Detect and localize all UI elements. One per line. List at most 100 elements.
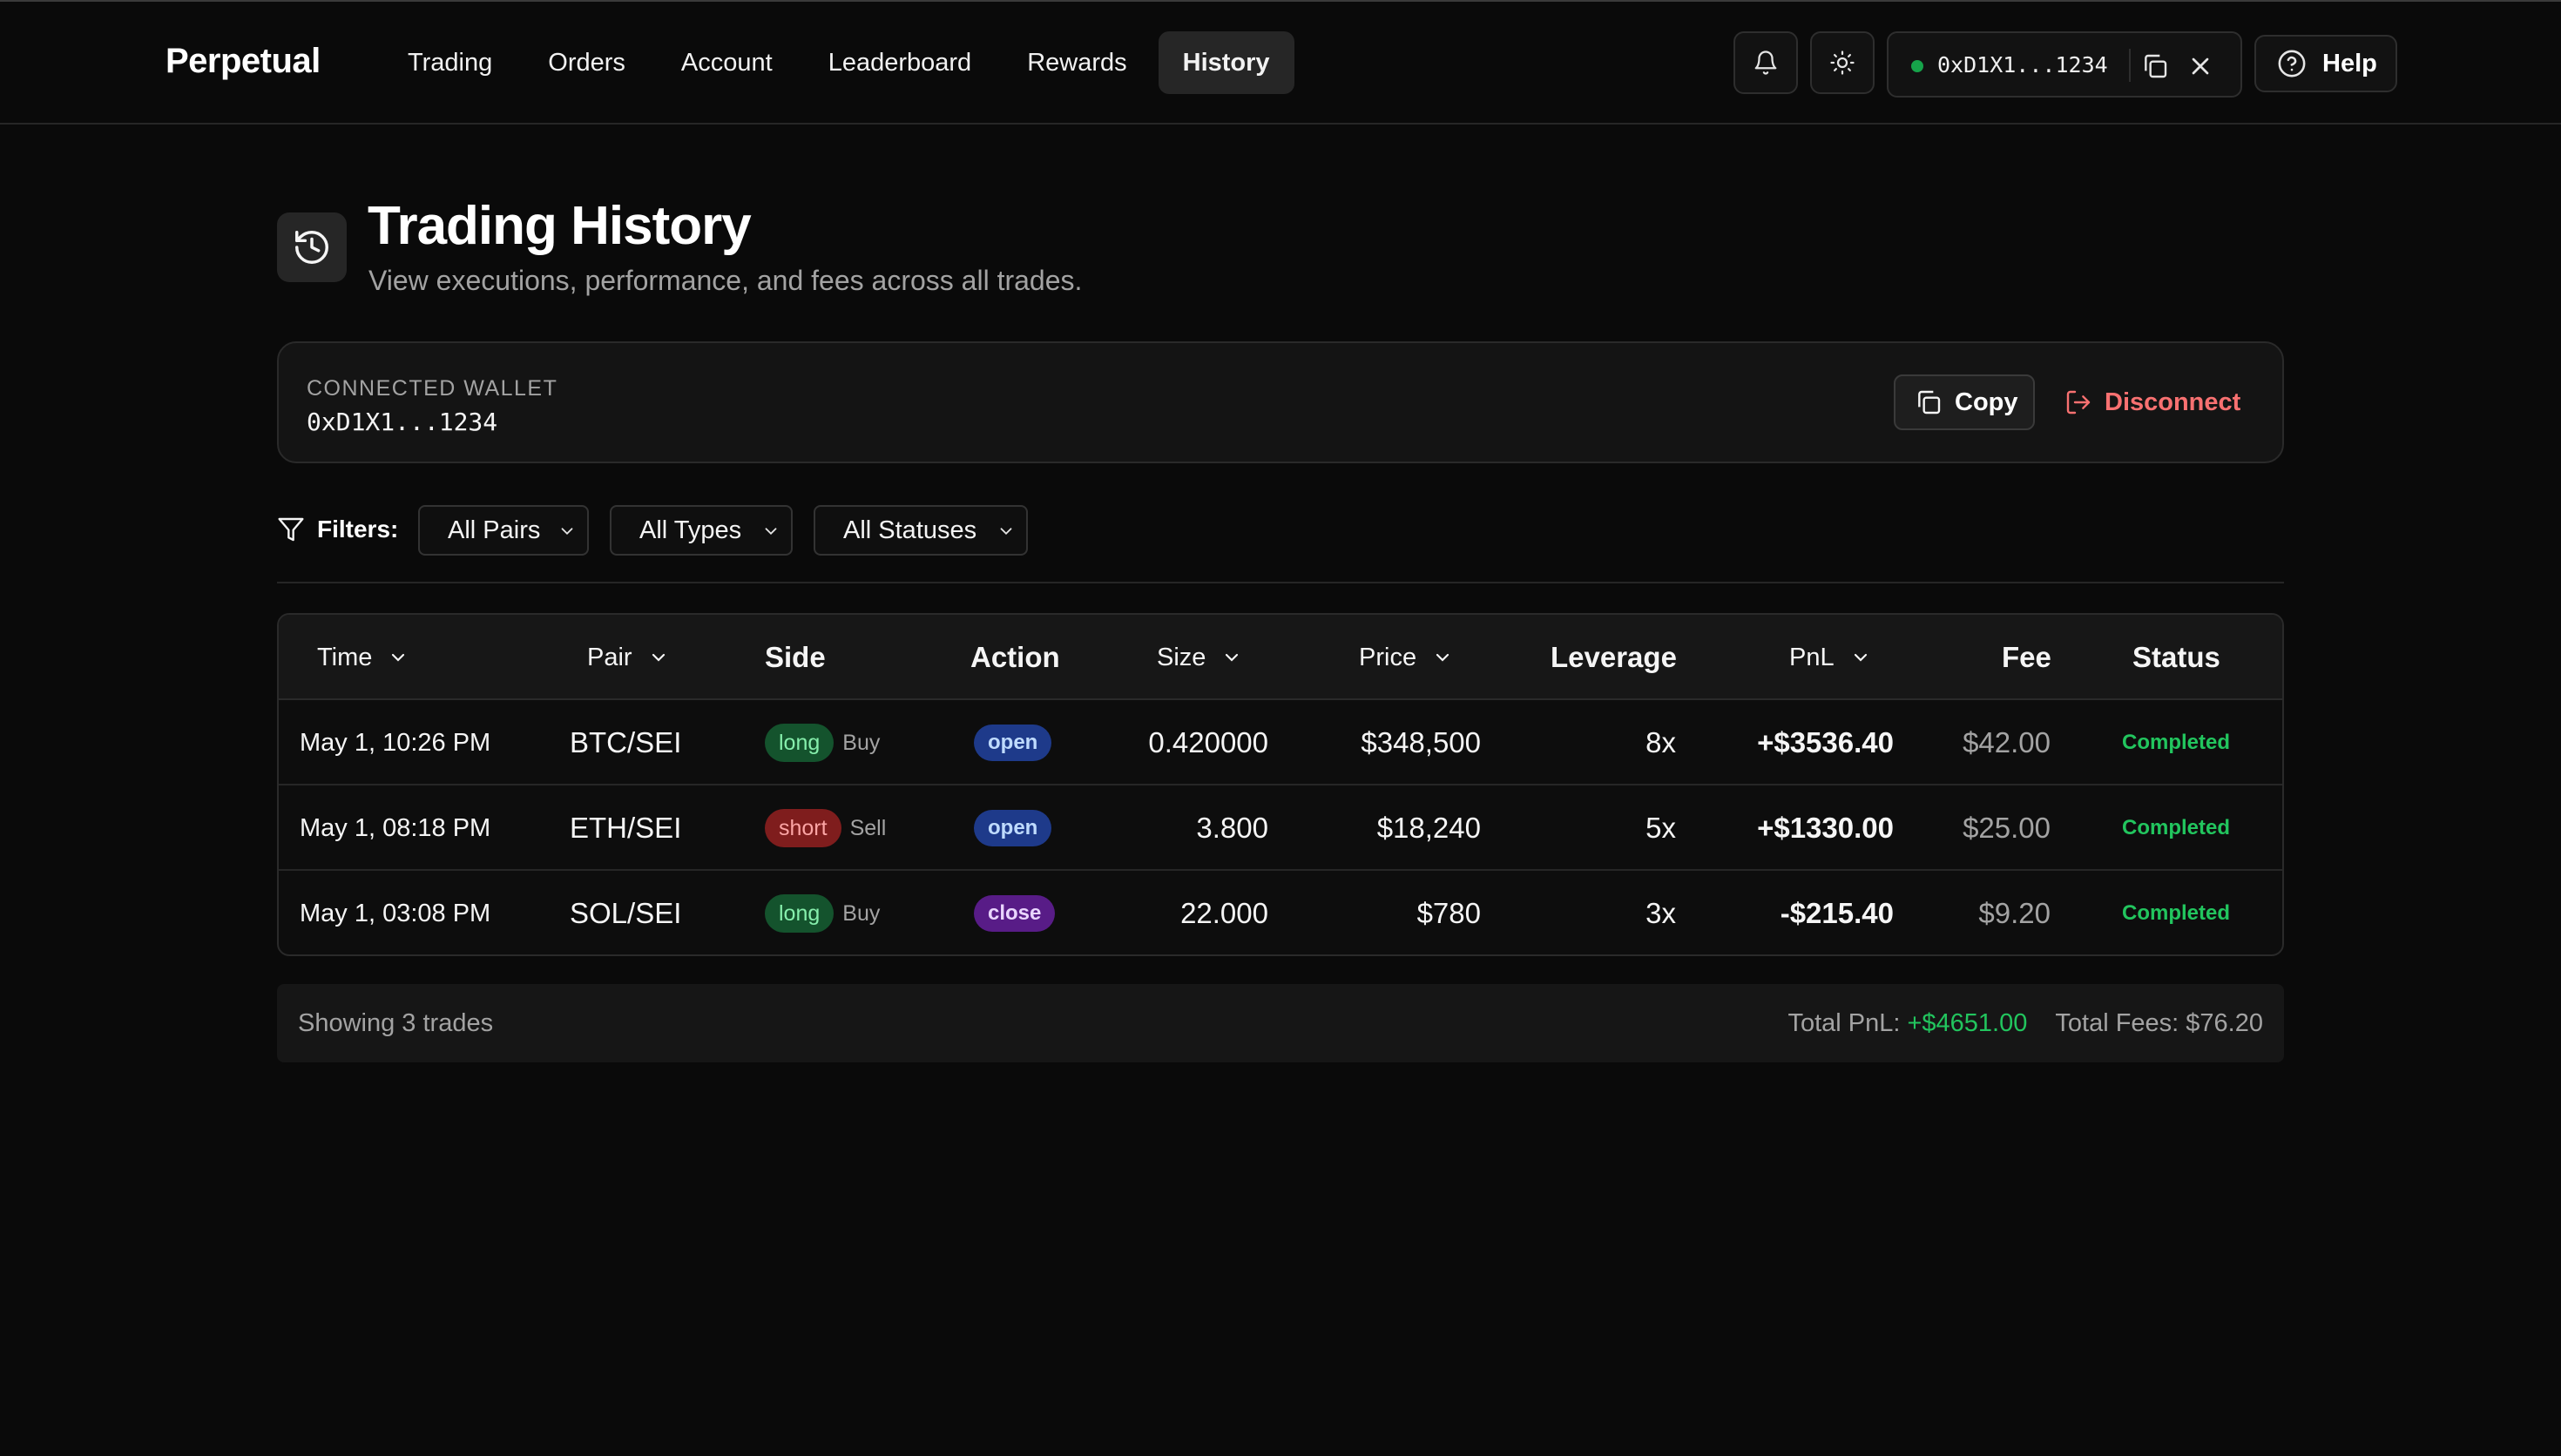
theme-toggle-button[interactable]	[1810, 31, 1875, 94]
sort-chevron-icon	[1226, 653, 1239, 662]
table-row[interactable]: May 1, 03:08 PM SOL/SEI long Buy close 2…	[279, 871, 2282, 954]
help-circle-icon	[2278, 50, 2306, 78]
cell-side: long Buy	[765, 700, 880, 785]
types-filter-value: All Types	[639, 516, 742, 544]
table-header: Time Pair Side Action Size Price Leverag…	[279, 615, 2282, 700]
chevron-down-icon	[765, 528, 777, 536]
pairs-filter-value: All Pairs	[448, 516, 541, 544]
main-nav: Trading Orders Account Leaderboard Rewar…	[383, 31, 1294, 94]
cell-fee: $25.00	[1963, 812, 2051, 844]
cell-pair: SOL/SEI	[570, 897, 682, 929]
connected-wallet-label: CONNECTED WALLET	[307, 376, 558, 401]
history-title-icon-box	[277, 212, 347, 282]
total-pnl-value: +$4651.00	[1907, 1009, 2028, 1037]
cell-leverage: 8x	[1645, 726, 1676, 758]
copy-icon[interactable]	[2141, 52, 2169, 80]
col-pair[interactable]: Pair	[587, 615, 669, 700]
table-row[interactable]: May 1, 08:18 PM ETH/SEI short Sell open …	[279, 785, 2282, 871]
cell-time: May 1, 08:18 PM	[300, 813, 491, 842]
total-fees: Total Fees: $76.20	[2055, 1009, 2263, 1037]
page-title: Trading History	[368, 196, 752, 256]
top-navbar: Perpetual Trading Orders Account Leaderb…	[0, 2, 2561, 125]
cell-pair: BTC/SEI	[570, 726, 682, 758]
total-pnl-label: Total PnL:	[1787, 1009, 1901, 1037]
nav-orders[interactable]: Orders	[548, 49, 625, 77]
disconnect-label: Disconnect	[2105, 388, 2241, 416]
sort-chevron-icon	[1436, 653, 1449, 662]
trades-table: Time Pair Side Action Size Price Leverag…	[277, 613, 2284, 956]
col-pnl-label: PnL	[1789, 643, 1835, 671]
action-badge: close	[974, 895, 1056, 932]
window-top-border	[0, 0, 2561, 2]
nav-account[interactable]: Account	[680, 49, 773, 77]
cell-pnl: +$1330.00	[1757, 812, 1894, 844]
notifications-button[interactable]	[1733, 31, 1798, 94]
page-subtitle: View executions, performance, and fees a…	[368, 265, 1083, 296]
action-badge: open	[974, 810, 1052, 846]
disconnect-button[interactable]: Disconnect	[2051, 374, 2254, 430]
history-icon	[295, 231, 328, 264]
col-size[interactable]: Size	[1157, 615, 1242, 700]
cell-side: short Sell	[765, 785, 886, 871]
logout-icon	[2066, 390, 2091, 415]
types-filter-select[interactable]: All Types	[610, 505, 793, 556]
col-status: Status	[2132, 641, 2220, 673]
side-verb: Sell	[849, 815, 887, 840]
cell-price: $780	[1416, 897, 1481, 929]
col-size-label: Size	[1157, 643, 1206, 671]
nav-history[interactable]: History	[1158, 31, 1294, 94]
cell-side: long Buy	[765, 871, 881, 954]
chevron-down-icon	[1000, 528, 1012, 536]
sort-chevron-icon	[392, 653, 405, 662]
nav-leaderboard[interactable]: Leaderboard	[828, 49, 972, 77]
filter-icon	[278, 517, 304, 542]
col-pnl[interactable]: PnL	[1789, 615, 1871, 700]
total-pnl: Total PnL: +$4651.00	[1787, 984, 2027, 1062]
col-pair-label: Pair	[587, 643, 632, 671]
col-action: Action	[970, 641, 1060, 673]
nav-rewards[interactable]: Rewards	[1027, 49, 1127, 77]
showing-count: Showing 3 trades	[298, 1009, 494, 1037]
copy-label: Copy	[1955, 388, 2018, 416]
col-price-label: Price	[1359, 643, 1417, 671]
cell-size: 3.800	[1196, 812, 1268, 844]
cell-size: 22.000	[1180, 897, 1268, 929]
copy-icon	[1918, 390, 1941, 415]
wallet-divider	[2129, 49, 2131, 82]
connected-wallet-card: CONNECTED WALLET 0xD1X1...1234 Copy Disc…	[277, 341, 2284, 463]
cell-leverage: 5x	[1645, 812, 1676, 844]
help-label: Help	[2322, 49, 2377, 78]
wallet-pill: 0xD1X1...1234	[1887, 31, 2242, 98]
col-fee: Fee	[2002, 641, 2051, 673]
cell-status: Completed	[2122, 816, 2231, 839]
summary-totals: Total PnL: +$4651.00 Total Fees: $76.20	[1787, 984, 2263, 1062]
cell-action: open	[974, 785, 1052, 871]
col-time[interactable]: Time	[317, 615, 409, 700]
filters-label-group: Filters:	[277, 505, 398, 554]
nav-trading[interactable]: Trading	[408, 49, 493, 77]
cell-status: Completed	[2122, 731, 2231, 754]
pairs-filter-select[interactable]: All Pairs	[418, 505, 589, 556]
cell-fee: $42.00	[1963, 726, 2051, 758]
cell-size: 0.420000	[1148, 726, 1268, 758]
col-side: Side	[765, 641, 826, 673]
cell-action: open	[974, 700, 1052, 785]
wallet-connected-indicator	[1911, 60, 1923, 72]
sun-icon	[1830, 51, 1855, 75]
copy-address-button[interactable]: Copy	[1894, 374, 2035, 430]
statuses-filter-value: All Statuses	[843, 516, 977, 544]
help-button[interactable]: Help	[2254, 35, 2397, 92]
brand-logo[interactable]: Perpetual	[166, 42, 321, 80]
cell-action: close	[974, 871, 1056, 954]
statuses-filter-select[interactable]: All Statuses	[814, 505, 1028, 556]
cell-pair: ETH/SEI	[570, 812, 682, 844]
close-icon[interactable]	[2186, 52, 2214, 80]
cell-fee: $9.20	[1978, 897, 2051, 929]
cell-leverage: 3x	[1645, 897, 1676, 929]
table-row[interactable]: May 1, 10:26 PM BTC/SEI long Buy open 0.…	[279, 700, 2282, 785]
filters-label: Filters:	[317, 516, 399, 543]
cell-price: $18,240	[1376, 812, 1481, 844]
side-verb: Buy	[842, 900, 881, 926]
col-price[interactable]: Price	[1359, 615, 1453, 700]
filters-divider	[277, 582, 2284, 583]
